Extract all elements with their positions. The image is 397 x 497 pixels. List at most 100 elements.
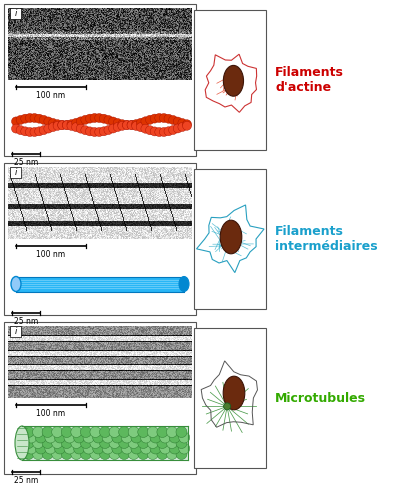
Circle shape: [164, 127, 173, 136]
Circle shape: [35, 443, 46, 454]
Circle shape: [183, 120, 191, 129]
Bar: [8, 260, 192, 308]
Ellipse shape: [15, 426, 29, 460]
Circle shape: [108, 117, 118, 126]
Text: i: i: [14, 327, 17, 336]
Circle shape: [16, 126, 25, 135]
Circle shape: [157, 426, 168, 437]
Circle shape: [80, 448, 91, 460]
Circle shape: [100, 437, 110, 448]
Circle shape: [169, 432, 180, 443]
Circle shape: [178, 122, 187, 131]
Circle shape: [138, 448, 149, 460]
Text: 100 nm: 100 nm: [37, 409, 66, 418]
Bar: [10, 167, 21, 178]
Circle shape: [169, 125, 177, 135]
Circle shape: [147, 426, 158, 437]
Circle shape: [132, 121, 141, 130]
Circle shape: [141, 117, 150, 126]
Text: 25 nm: 25 nm: [14, 158, 38, 167]
Circle shape: [141, 124, 150, 133]
Circle shape: [118, 121, 127, 130]
Circle shape: [166, 448, 177, 460]
Circle shape: [33, 448, 44, 460]
Circle shape: [93, 443, 104, 454]
Bar: [194, 10, 266, 150]
Ellipse shape: [11, 276, 21, 292]
Circle shape: [160, 432, 171, 443]
Circle shape: [178, 119, 187, 128]
Circle shape: [45, 432, 56, 443]
Circle shape: [62, 120, 71, 129]
Circle shape: [95, 113, 104, 122]
Circle shape: [179, 443, 190, 454]
Circle shape: [71, 437, 82, 448]
Circle shape: [52, 437, 63, 448]
Circle shape: [61, 426, 72, 437]
Circle shape: [48, 123, 58, 132]
Circle shape: [21, 127, 30, 136]
Circle shape: [71, 426, 82, 437]
Bar: [22, 426, 188, 460]
Circle shape: [121, 432, 132, 443]
Circle shape: [119, 426, 130, 437]
Circle shape: [93, 432, 104, 443]
Text: Microtubules: Microtubules: [275, 392, 366, 405]
Circle shape: [16, 115, 25, 124]
Circle shape: [150, 443, 161, 454]
Circle shape: [83, 443, 94, 454]
Circle shape: [99, 114, 108, 123]
Circle shape: [90, 437, 101, 448]
Circle shape: [169, 115, 177, 125]
Circle shape: [109, 448, 120, 460]
Circle shape: [76, 117, 85, 126]
Circle shape: [122, 121, 131, 130]
Circle shape: [112, 443, 123, 454]
Circle shape: [81, 126, 90, 135]
Circle shape: [73, 432, 85, 443]
Circle shape: [44, 124, 53, 133]
Circle shape: [33, 437, 44, 448]
Circle shape: [173, 124, 182, 133]
Bar: [10, 8, 21, 19]
Text: 25 nm: 25 nm: [14, 317, 38, 326]
Circle shape: [141, 443, 152, 454]
Circle shape: [119, 448, 130, 460]
Circle shape: [131, 443, 142, 454]
Circle shape: [23, 437, 34, 448]
Circle shape: [12, 117, 21, 126]
Circle shape: [119, 437, 130, 448]
Circle shape: [146, 115, 154, 124]
Circle shape: [67, 121, 76, 130]
Circle shape: [159, 113, 168, 123]
Circle shape: [23, 448, 34, 460]
Circle shape: [42, 426, 53, 437]
Circle shape: [102, 443, 113, 454]
Circle shape: [64, 443, 75, 454]
Circle shape: [150, 127, 159, 136]
Circle shape: [109, 426, 120, 437]
Circle shape: [176, 426, 187, 437]
Text: 100 nm: 100 nm: [37, 250, 66, 259]
Circle shape: [71, 118, 81, 127]
Bar: [194, 169, 266, 309]
Ellipse shape: [224, 66, 243, 96]
Circle shape: [25, 128, 35, 137]
Circle shape: [150, 432, 161, 443]
Circle shape: [73, 443, 85, 454]
Circle shape: [90, 426, 101, 437]
Circle shape: [136, 118, 145, 127]
Circle shape: [100, 426, 110, 437]
Circle shape: [33, 426, 44, 437]
Text: Filaments
d'actine: Filaments d'actine: [275, 66, 344, 94]
Circle shape: [42, 437, 53, 448]
Circle shape: [118, 120, 127, 129]
Circle shape: [100, 448, 110, 460]
Circle shape: [58, 120, 67, 129]
Circle shape: [81, 115, 90, 124]
Circle shape: [53, 121, 62, 130]
Circle shape: [35, 127, 44, 136]
Circle shape: [112, 432, 123, 443]
Ellipse shape: [223, 376, 245, 410]
Circle shape: [157, 448, 168, 460]
